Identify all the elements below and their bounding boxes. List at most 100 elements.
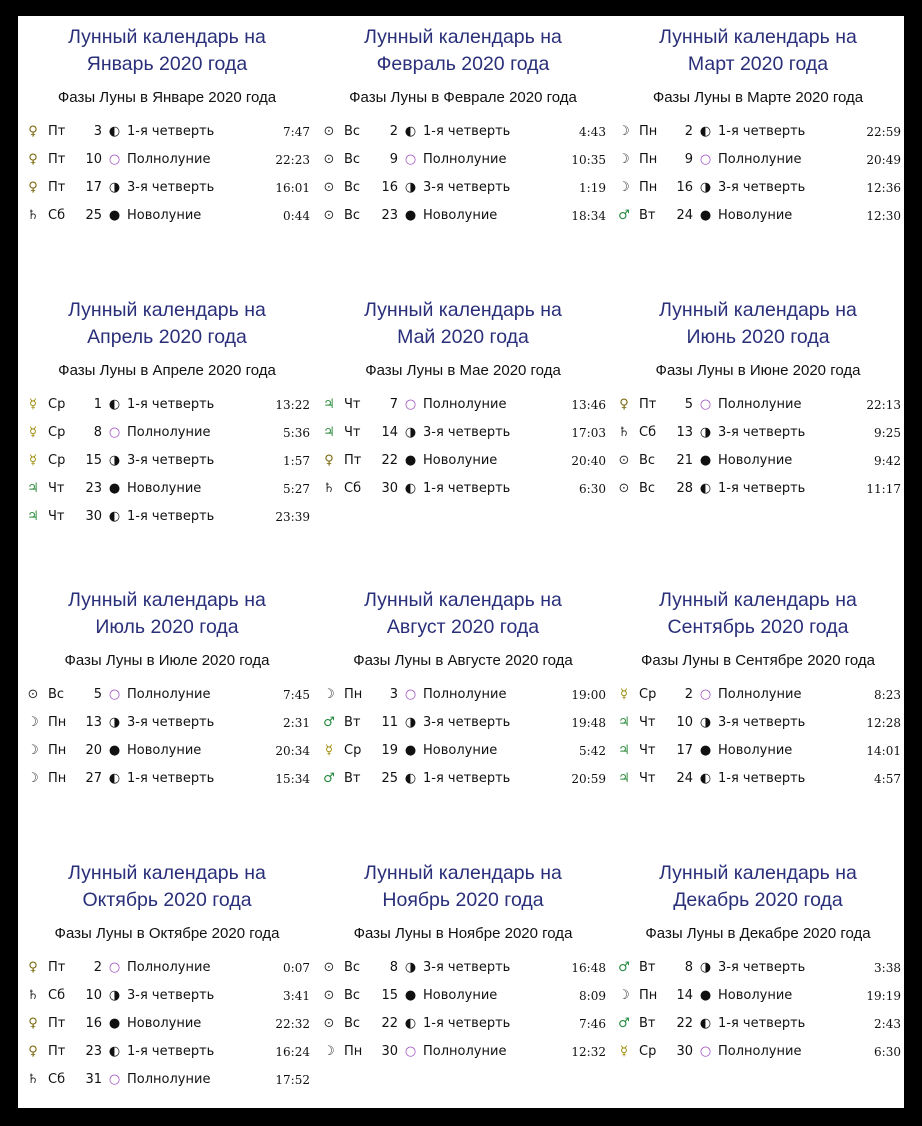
phase-name: Полнолуние — [718, 397, 802, 412]
day-number: 10 — [85, 152, 102, 167]
sun-icon: ⊙ — [27, 687, 39, 702]
jupiter-icon: ♃ — [618, 715, 630, 730]
month-subtitle: Фазы Луны в Ноябре 2020 года — [353, 925, 573, 942]
phase-list: ♀ Пт 2 ○ Полнолуние 0:07 ♄ Сб 10 ◑ 3-я четверть 3:4… — [22, 954, 312, 1094]
phase-time: 1:57 — [283, 454, 310, 468]
venus-icon: ♀ — [28, 124, 38, 139]
phase-time: 9:25 — [874, 426, 901, 440]
lunar-calendar-sheet: Лунный календарь на Январь 2020 года Фазы … — [18, 16, 904, 1108]
phase-time: 12:30 — [866, 209, 901, 223]
day-number: 16 — [676, 180, 693, 195]
phase-name: Новолуние — [718, 743, 793, 758]
weekday: Пн — [48, 743, 67, 758]
day-number: 9 — [684, 152, 693, 167]
phase-row: ♃ Чт 10 ◑ 3-я четверть 12:28 — [613, 709, 903, 737]
mars-icon: ♂ — [618, 1016, 630, 1031]
phase-time: 19:00 — [571, 688, 606, 702]
last-quarter-icon: ◑ — [699, 180, 712, 195]
last-quarter-icon: ◑ — [699, 960, 712, 975]
month-title-line1: Лунный календарь на — [659, 299, 857, 321]
phase-name: 3-я четверть — [718, 960, 806, 975]
day-number: 11 — [381, 715, 398, 730]
venus-icon: ♀ — [28, 960, 38, 975]
weekday: Пт — [48, 1044, 66, 1059]
new-moon-icon: ● — [699, 743, 712, 758]
phase-name: Полнолуние — [127, 960, 211, 975]
full-moon-icon: ○ — [108, 425, 121, 440]
day-number: 3 — [93, 124, 102, 139]
weekday: Пт — [48, 124, 66, 139]
phase-name: 3-я четверть — [423, 425, 511, 440]
new-moon-icon: ● — [404, 988, 417, 1003]
last-quarter-icon: ◑ — [404, 960, 417, 975]
day-number: 23 — [85, 481, 102, 496]
day-number: 8 — [93, 425, 102, 440]
weekday: Ср — [344, 743, 362, 758]
weekday: Вт — [639, 960, 656, 975]
phase-time: 16:01 — [275, 181, 310, 195]
phase-name: Полнолуние — [718, 152, 802, 167]
new-moon-icon: ● — [699, 208, 712, 223]
day-number: 22 — [381, 453, 398, 468]
first-quarter-icon: ◐ — [108, 509, 121, 524]
venus-icon: ♀ — [324, 453, 334, 468]
sun-icon: ⊙ — [323, 1016, 335, 1031]
moon-icon: ☽ — [27, 743, 39, 758]
phase-time: 13:46 — [571, 398, 606, 412]
weekday: Пн — [639, 124, 658, 139]
phase-row: ♀ Пт 3 ◐ 1-я четверть 7:47 — [22, 118, 312, 146]
day-number: 7 — [389, 397, 398, 412]
phase-row: ⊙ Вс 8 ◑ 3-я четверть 16:48 — [318, 954, 608, 982]
day-number: 19 — [381, 743, 398, 758]
full-moon-icon: ○ — [699, 397, 712, 412]
phase-row: ⊙ Вс 28 ◐ 1-я четверть 11:17 — [613, 475, 903, 503]
phase-row: ♄ Сб 25 ● Новолуние 0:44 — [22, 202, 312, 230]
full-moon-icon: ○ — [699, 1044, 712, 1059]
month-title-line2: Июль 2020 года — [95, 616, 239, 638]
sun-icon: ⊙ — [618, 453, 630, 468]
moon-icon: ☽ — [618, 124, 630, 139]
weekday: Чт — [639, 743, 656, 758]
phase-name: 1-я четверть — [718, 481, 806, 496]
phase-name: Полнолуние — [423, 687, 507, 702]
phase-row: ☿ Ср 30 ○ Полнолуние 6:30 — [613, 1038, 903, 1066]
phase-time: 0:44 — [283, 209, 310, 223]
moon-icon: ☽ — [323, 1044, 335, 1059]
weekday: Чт — [48, 509, 65, 524]
month-december: Лунный календарь на Декабрь 2020 года Фазы… — [613, 860, 903, 1066]
saturn-icon: ♄ — [27, 208, 39, 223]
phase-name: Новолуние — [127, 1016, 202, 1031]
sun-icon: ⊙ — [323, 988, 335, 1003]
phase-time: 16:48 — [571, 961, 606, 975]
sun-icon: ⊙ — [323, 960, 335, 975]
day-number: 14 — [676, 988, 693, 1003]
month-april: Лунный календарь на Апрель 2020 года Фазы … — [22, 297, 312, 531]
venus-icon: ♀ — [28, 1016, 38, 1031]
phase-row: ♂ Вт 11 ◑ 3-я четверть 19:48 — [318, 709, 608, 737]
day-number: 25 — [381, 771, 398, 786]
day-number: 10 — [676, 715, 693, 730]
weekday: Вт — [639, 1016, 656, 1031]
month-subtitle: Фазы Луны в Январе 2020 года — [57, 89, 277, 106]
mercury-icon: ☿ — [620, 687, 628, 702]
phase-row: ♃ Чт 7 ○ Полнолуние 13:46 — [318, 391, 608, 419]
weekday: Вс — [344, 988, 361, 1003]
weekday: Сб — [344, 481, 362, 496]
jupiter-icon: ♃ — [323, 397, 335, 412]
phase-time: 4:43 — [579, 125, 606, 139]
month-subtitle: Фазы Луны в Мае 2020 года — [365, 362, 561, 379]
phase-time: 12:36 — [866, 181, 901, 195]
mercury-icon: ☿ — [29, 425, 37, 440]
phase-time: 3:41 — [283, 989, 310, 1003]
weekday: Вт — [344, 771, 361, 786]
phase-row: ♄ Сб 30 ◐ 1-я четверть 6:30 — [318, 475, 608, 503]
phase-name: Новолуние — [127, 481, 202, 496]
phase-time: 4:57 — [874, 772, 901, 786]
weekday: Ср — [48, 425, 66, 440]
day-number: 2 — [389, 124, 398, 139]
day-number: 30 — [676, 1044, 693, 1059]
day-number: 30 — [381, 1044, 398, 1059]
sun-icon: ⊙ — [323, 124, 335, 139]
last-quarter-icon: ◑ — [699, 715, 712, 730]
phase-name: 3-я четверть — [127, 988, 215, 1003]
